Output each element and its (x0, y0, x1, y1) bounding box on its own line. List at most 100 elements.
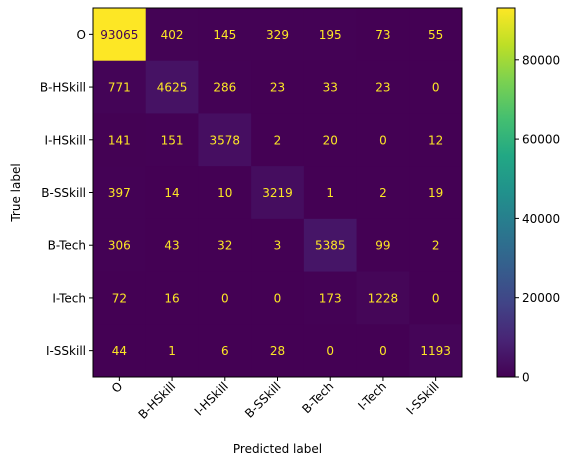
y-tick-label: B-Tech (48, 239, 86, 253)
cell-value-label: 0 (274, 291, 282, 305)
heatmap-cell (145, 218, 199, 273)
heatmap-cell (145, 166, 199, 220)
x-axis-label: Predicted label (233, 442, 322, 456)
cell-value-label: 55 (428, 28, 443, 42)
heatmap-cell (145, 324, 199, 378)
y-tick-label: B-SSkill (41, 186, 86, 200)
cell-value-label: 3578 (210, 133, 241, 147)
cell-value-label: 73 (375, 28, 390, 42)
heatmap-cell (251, 271, 305, 325)
cell-value-label: 2 (274, 133, 282, 147)
cell-value-label: 44 (112, 344, 127, 358)
colorbar-tick-label: 60000 (522, 133, 560, 147)
heatmap-cell (251, 218, 305, 273)
cell-value-label: 0 (326, 344, 334, 358)
x-tick-label: B-HSkill (136, 379, 179, 422)
cell-value-label: 10 (217, 186, 232, 200)
cell-value-label: 195 (319, 28, 342, 42)
heatmap-cell (198, 113, 252, 167)
cell-value-label: 0 (432, 81, 440, 95)
heatmap-cell (251, 8, 305, 62)
heatmap-cell (198, 271, 252, 325)
heatmap-cell (198, 60, 252, 114)
colorbar-tick-label: 40000 (522, 212, 560, 226)
heatmap-cell (303, 60, 358, 114)
cell-value-label: 286 (213, 81, 236, 95)
heatmap-cell (251, 60, 305, 114)
cell-value-label: 99 (375, 239, 390, 253)
heatmap-cell (93, 218, 147, 273)
x-axis-ticks: O B-HSkill I-HSkill B-SSkill B-Tech I-Tech I-S… (109, 377, 442, 422)
colorbar (496, 7, 516, 378)
heatmap-cell (145, 8, 199, 62)
cell-value-label: 145 (213, 28, 236, 42)
cell-value-label: 173 (319, 291, 342, 305)
heatmap-cell (93, 166, 147, 220)
cell-value-label: 1 (326, 186, 334, 200)
y-tick-label: B-HSkill (40, 81, 86, 95)
heatmap-cell (198, 218, 252, 273)
cell-value-label: 1193 (420, 344, 451, 358)
heatmap-cell (251, 166, 305, 220)
y-tick-label: O (77, 28, 86, 42)
x-tick-label: B-SSkill (242, 379, 284, 421)
heatmap-cell (356, 271, 410, 325)
heatmap-cell (356, 60, 410, 114)
x-tick-label: I-Tech (355, 379, 389, 413)
cell-value-label: 0 (379, 344, 387, 358)
heatmap-cell (409, 218, 463, 273)
cell-value-label: 43 (164, 239, 179, 253)
cell-value-label: 151 (161, 133, 184, 147)
colorbar-tick-label: 80000 (522, 53, 560, 67)
cell-value-label: 306 (108, 239, 131, 253)
heatmap-cell (303, 113, 358, 167)
cell-value-label: 0 (432, 291, 440, 305)
cell-value-label: 23 (375, 81, 390, 95)
cell-value-label: 397 (108, 186, 131, 200)
heatmap-cell (303, 218, 358, 273)
heatmap-cell (356, 218, 410, 273)
heatmap-cells (93, 8, 463, 378)
cell-value-label: 19 (428, 186, 443, 200)
x-tick-label: I-HSkill (192, 379, 231, 418)
heatmap-cell (93, 60, 147, 114)
cell-value-label: 4625 (157, 81, 188, 95)
heatmap-cell (93, 113, 147, 167)
x-tick-label: O (109, 379, 126, 396)
heatmap-cell (303, 8, 358, 62)
y-tick-label: I-SSkill (46, 344, 86, 358)
heatmap-cell (251, 113, 305, 167)
cell-value-label: 6 (221, 344, 229, 358)
cell-value-label: 28 (270, 344, 285, 358)
heatmap-cell (198, 324, 252, 378)
heatmap-cell (198, 8, 252, 62)
heatmap-cell (356, 166, 410, 220)
cell-value-label: 771 (108, 81, 131, 95)
heatmap-cell (198, 166, 252, 220)
x-tick-label: B-Tech (299, 379, 336, 416)
cell-value-label: 141 (108, 133, 131, 147)
y-tick-label: I-HSkill (45, 133, 86, 147)
heatmap-cell (93, 324, 147, 378)
heatmap-cell (409, 166, 463, 220)
heatmap-cell (303, 271, 358, 325)
cell-value-label: 1228 (368, 291, 399, 305)
y-axis-ticks: O B-HSkill I-HSkill B-SSkill B-Tech I-Tech I-S… (40, 28, 93, 358)
cell-value-label: 0 (221, 291, 229, 305)
heatmap-cell (356, 8, 410, 62)
heatmap-cell (409, 8, 463, 62)
heatmap-cell (356, 324, 410, 378)
heatmap-cell (145, 271, 199, 325)
x-tick-label: I-SSkill (404, 379, 442, 417)
heatmap-cell (409, 113, 463, 167)
heatmap-cell (145, 113, 199, 167)
colorbar-tick-label: 0 (522, 371, 530, 385)
colorbar-tick-label: 20000 (522, 291, 560, 305)
cell-value-label: 402 (161, 28, 184, 42)
cell-value-label: 23 (270, 81, 285, 95)
heatmap-cell (145, 60, 199, 114)
heatmap-cell (409, 271, 463, 325)
cell-value-label: 12 (428, 133, 443, 147)
